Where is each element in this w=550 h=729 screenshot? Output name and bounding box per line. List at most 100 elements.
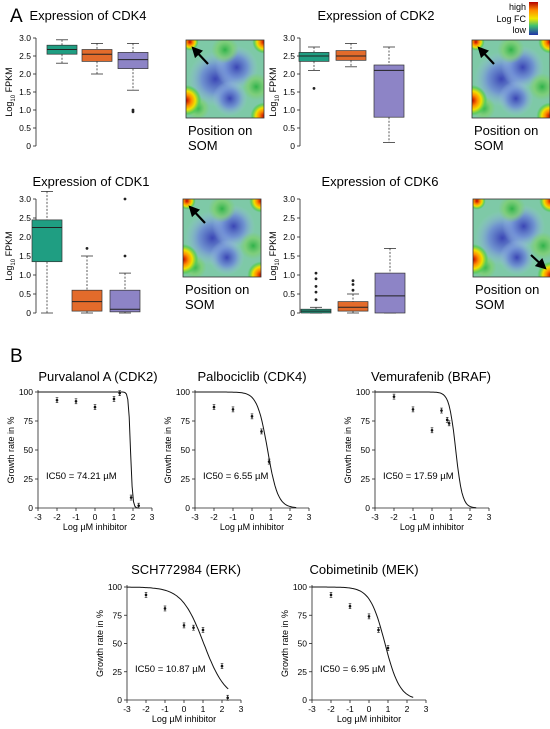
data-point (445, 417, 449, 423)
outlier-point (351, 288, 355, 292)
y-tick-label: 1.5 (283, 87, 295, 97)
y-tick-label: 0 (117, 695, 122, 705)
point-marker (386, 646, 390, 650)
x-tick-label: 0 (182, 704, 187, 714)
point-marker (93, 405, 97, 409)
box-iqr (81, 49, 113, 62)
x-tick-label: -3 (308, 704, 316, 714)
som-map: Position on SOM (185, 39, 265, 153)
som-border (471, 39, 550, 119)
data-point (267, 458, 271, 465)
y-tick-label: 100 (108, 582, 122, 592)
x-tick-label: -2 (53, 512, 61, 522)
y-tick-label: 2.5 (19, 213, 31, 223)
y-tick-label: 0.5 (283, 289, 295, 299)
y-axis-label: Log10 FPKM (4, 231, 17, 280)
som-caption: Position on SOM (185, 282, 249, 312)
y-axis-label: Growth rate in % (163, 416, 173, 483)
data-point (220, 663, 224, 669)
x-tick-label: -1 (72, 512, 80, 522)
y-tick-label: 0.5 (19, 123, 31, 133)
data-point (367, 613, 371, 620)
outlier-point (314, 298, 318, 302)
ic50-label: IC50 = 10.87 µM (135, 664, 206, 675)
data-point (55, 397, 59, 403)
box (46, 39, 78, 64)
x-tick-label: 0 (367, 704, 372, 714)
x-tick-label: -1 (346, 704, 354, 714)
x-tick-label: -2 (142, 704, 150, 714)
point-marker (163, 607, 167, 610)
box-iqr (337, 301, 369, 312)
box-iqr (117, 52, 149, 69)
point-marker (231, 408, 235, 411)
outlier-point (351, 279, 355, 283)
y-tick-label: 75 (181, 416, 191, 426)
data-point (112, 396, 116, 402)
data-point (182, 622, 186, 629)
som-map: Position on SOM (182, 198, 262, 312)
outlier-point (351, 283, 355, 286)
x-tick-label: -2 (390, 512, 398, 522)
som-arrow (530, 254, 547, 270)
data-point (348, 603, 352, 610)
y-axis-label: Growth rate in % (95, 610, 105, 677)
data-point (118, 390, 121, 396)
box (300, 271, 332, 314)
point-marker (445, 418, 449, 422)
x-tick-label: -2 (327, 704, 335, 714)
som-heatmap (183, 199, 261, 277)
x-tick-label: 3 (239, 704, 244, 714)
box-iqr (298, 52, 330, 62)
point-marker (377, 628, 380, 632)
y-tick-label: 0.5 (19, 289, 31, 299)
som-heatmap (473, 199, 550, 277)
outlier-point (131, 108, 135, 112)
box (337, 279, 369, 314)
data-point (231, 406, 235, 413)
y-tick-label: 50 (113, 639, 123, 649)
dose-response-chart: Purvalanol A (CDK2) 0 25 50 75 100 -3 -2 -1 0 1 2 3 L… (6, 369, 158, 532)
y-tick-label: 50 (361, 445, 371, 455)
x-tick-label: -1 (161, 704, 169, 714)
y-tick-label: 0 (302, 695, 307, 705)
som-heatmap (472, 40, 550, 118)
point-marker (430, 428, 434, 432)
som-heatmap (186, 40, 264, 118)
outlier-point (314, 271, 318, 275)
outlier-point (123, 197, 127, 201)
som-border (472, 198, 550, 278)
y-tick-label: 2.0 (283, 69, 295, 79)
legend-mid-label: Log FC (496, 14, 526, 24)
chart-title: Palbociclib (CDK4) (197, 369, 306, 384)
box-iqr (335, 50, 367, 61)
y-tick-label: 25 (181, 474, 191, 484)
dose-response-chart: Cobimetinib (MEK) 0 25 50 75 100 -3 -2 -1 0 1 2 3 Log… (280, 562, 429, 724)
y-tick-label: 1.0 (19, 105, 31, 115)
fit-curve (38, 391, 140, 509)
x-tick-label: -1 (229, 512, 237, 522)
box-iqr (373, 64, 405, 118)
chart-title: Cobimetinib (MEK) (309, 562, 418, 577)
y-tick-label: 25 (24, 474, 34, 484)
point-marker (250, 415, 254, 418)
point-marker (348, 604, 352, 608)
y-tick-label: 1.5 (19, 87, 31, 97)
data-point (226, 694, 229, 701)
y-tick-label: 2.0 (283, 232, 295, 242)
x-tick-label: 3 (487, 512, 492, 522)
x-tick-label: 0 (430, 512, 435, 522)
point-marker (129, 496, 133, 499)
data-point (440, 407, 443, 414)
som-arrow (188, 205, 206, 224)
y-tick-label: 1.0 (283, 270, 295, 280)
chart-title: Purvalanol A (CDK2) (38, 369, 157, 384)
legend-high-label: high (509, 2, 526, 12)
y-tick-label: 0 (365, 503, 370, 513)
y-tick-label: 25 (298, 667, 308, 677)
y-tick-label: 0 (26, 308, 31, 318)
y-tick-label: 2.5 (283, 213, 295, 223)
point-marker (329, 593, 333, 597)
point-marker (226, 696, 229, 700)
y-tick-label: 2.0 (19, 232, 31, 242)
